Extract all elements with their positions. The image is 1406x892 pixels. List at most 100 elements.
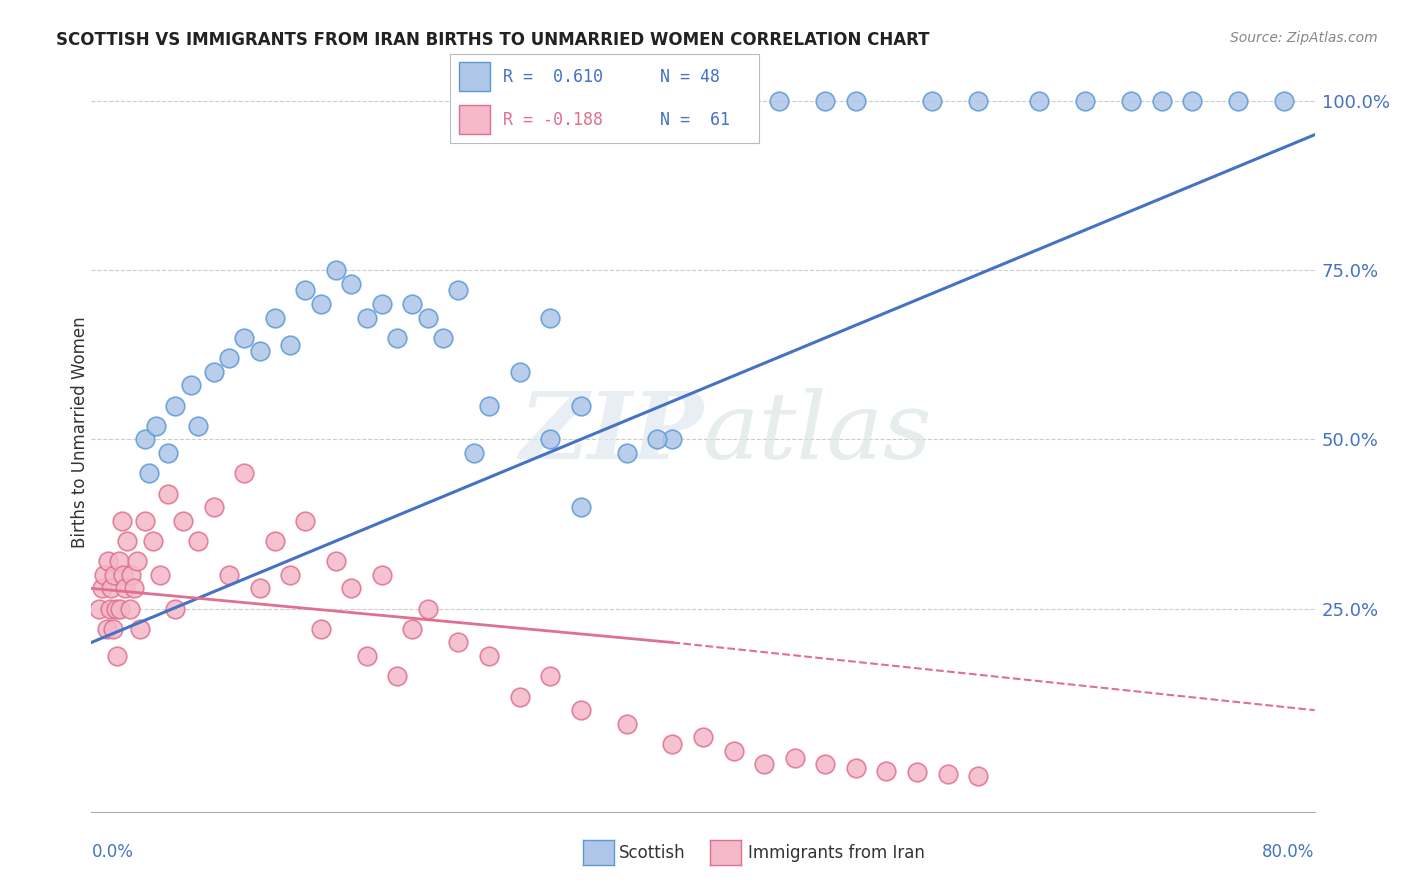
Point	[538, 433, 561, 447]
Point	[616, 716, 638, 731]
Point	[845, 94, 868, 108]
Point	[120, 567, 142, 582]
Point	[463, 446, 485, 460]
Point	[754, 757, 776, 772]
FancyBboxPatch shape	[460, 105, 491, 134]
Point	[325, 554, 347, 568]
Point	[478, 399, 501, 413]
Point	[187, 533, 209, 548]
Point	[661, 737, 683, 751]
Point	[118, 601, 141, 615]
Point	[692, 731, 714, 745]
Text: 80.0%: 80.0%	[1263, 843, 1315, 861]
Point	[661, 433, 683, 447]
Point	[385, 669, 409, 683]
Point	[264, 310, 287, 325]
Point	[87, 601, 110, 615]
Point	[645, 433, 668, 447]
Point	[921, 94, 943, 108]
Point	[101, 622, 124, 636]
Point	[187, 418, 209, 433]
Point	[96, 622, 118, 636]
Point	[1028, 94, 1050, 108]
Point	[165, 601, 187, 615]
Point	[768, 94, 790, 108]
Point	[249, 582, 271, 596]
Point	[416, 601, 439, 615]
Point	[1150, 94, 1173, 108]
Point	[129, 622, 152, 636]
Point	[967, 94, 990, 108]
Point	[156, 486, 179, 500]
Point	[97, 554, 120, 568]
Point	[356, 648, 378, 663]
Point	[325, 263, 347, 277]
Point	[509, 365, 531, 379]
Point	[218, 567, 240, 582]
FancyBboxPatch shape	[460, 62, 491, 91]
Point	[294, 284, 316, 298]
Point	[114, 582, 136, 596]
Text: R =  0.610: R = 0.610	[502, 68, 603, 86]
Text: Immigrants from Iran: Immigrants from Iran	[748, 844, 925, 862]
Text: Scottish: Scottish	[619, 844, 685, 862]
Point	[569, 399, 592, 413]
Point	[538, 669, 561, 683]
Point	[138, 467, 160, 481]
Point	[111, 514, 134, 528]
Point	[134, 433, 156, 447]
Point	[309, 297, 332, 311]
Point	[1181, 94, 1204, 108]
Point	[309, 622, 332, 636]
Point	[616, 446, 638, 460]
Point	[1074, 94, 1097, 108]
Point	[100, 582, 122, 596]
Point	[845, 761, 868, 775]
Point	[1272, 94, 1295, 108]
Point	[1121, 94, 1143, 108]
Point	[134, 514, 156, 528]
Point	[875, 764, 898, 778]
Point	[416, 310, 439, 325]
Point	[371, 567, 394, 582]
Point	[692, 94, 714, 108]
Point	[278, 567, 301, 582]
Point	[738, 94, 761, 108]
Text: N = 48: N = 48	[661, 68, 720, 86]
Text: N =  61: N = 61	[661, 111, 730, 128]
Point	[172, 514, 194, 528]
Point	[478, 648, 501, 663]
Point	[936, 767, 959, 781]
Point	[385, 331, 409, 345]
Point	[538, 310, 561, 325]
Point	[91, 582, 114, 596]
Y-axis label: Births to Unmarried Women: Births to Unmarried Women	[72, 317, 89, 549]
Point	[108, 554, 131, 568]
Point	[264, 533, 287, 548]
Text: SCOTTISH VS IMMIGRANTS FROM IRAN BIRTHS TO UNMARRIED WOMEN CORRELATION CHART: SCOTTISH VS IMMIGRANTS FROM IRAN BIRTHS …	[56, 31, 929, 49]
Point	[115, 533, 138, 548]
Point	[278, 337, 301, 351]
Point	[202, 365, 225, 379]
Point	[202, 500, 225, 514]
Point	[1227, 94, 1250, 108]
Point	[233, 331, 256, 345]
Point	[141, 533, 163, 548]
Point	[371, 297, 394, 311]
Point	[122, 582, 145, 596]
Text: ZIP: ZIP	[519, 388, 703, 477]
Point	[103, 567, 125, 582]
Point	[509, 690, 531, 704]
Point	[294, 514, 316, 528]
Point	[145, 418, 167, 433]
Point	[723, 744, 745, 758]
Point	[783, 750, 806, 764]
Text: 0.0%: 0.0%	[91, 843, 134, 861]
Point	[814, 757, 837, 772]
Point	[401, 622, 423, 636]
Point	[110, 601, 132, 615]
Text: R = -0.188: R = -0.188	[502, 111, 603, 128]
Point	[249, 344, 271, 359]
Text: atlas: atlas	[703, 388, 932, 477]
Point	[340, 582, 363, 596]
